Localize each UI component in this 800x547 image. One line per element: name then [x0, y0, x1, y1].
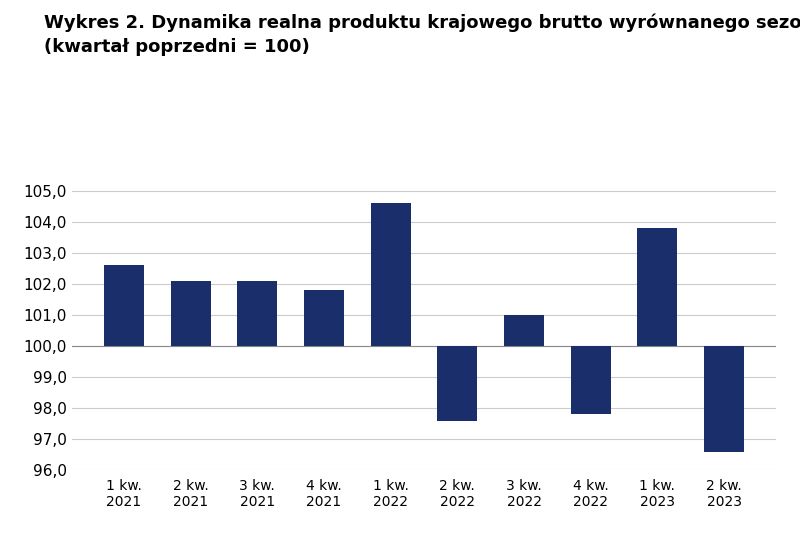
Bar: [370, 203, 410, 346]
Bar: [104, 265, 144, 346]
Bar: [570, 346, 610, 415]
Bar: [504, 315, 544, 346]
Bar: [304, 290, 344, 346]
Bar: [170, 281, 210, 346]
Bar: [704, 346, 744, 452]
Bar: [438, 346, 478, 421]
Bar: [638, 228, 678, 346]
Bar: [238, 281, 278, 346]
Text: Wykres 2. Dynamika realna produktu krajowego brutto wyrównanego sezonowo
(kwarta: Wykres 2. Dynamika realna produktu krajo…: [44, 14, 800, 56]
